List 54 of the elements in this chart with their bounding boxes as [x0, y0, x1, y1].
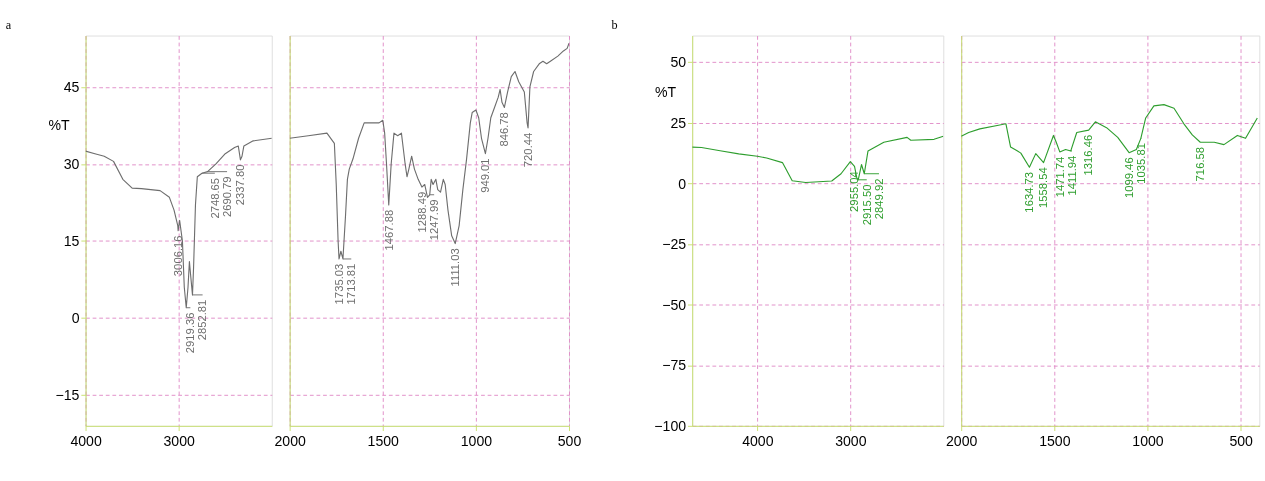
y-tick-label: −75 [662, 357, 687, 374]
annotation: 2852.81 [196, 299, 209, 341]
x-tick-label: 3000 [835, 433, 867, 450]
annotation: 1111.03 [448, 248, 461, 287]
annotation: 2915.50 [860, 184, 873, 226]
annotation: 846.78 [498, 112, 511, 147]
annotation: 2919.36 [184, 312, 197, 354]
y-tick-label: −100 [654, 418, 687, 435]
x-tick-label: 1500 [367, 433, 400, 450]
annotation: 720.44 [521, 132, 534, 168]
annotation: 2748.65 [208, 177, 221, 219]
annotation: 1099.46 [1122, 157, 1135, 199]
y-tick-label: −50 [662, 296, 687, 313]
annotation: 2337.80 [234, 164, 247, 206]
y-tick-label: 50 [670, 54, 687, 71]
y-axis-title: %T [655, 83, 677, 100]
y-axis-title: %T [48, 116, 70, 133]
y-tick-label: −25 [662, 236, 687, 253]
annotation: 2690.79 [220, 176, 233, 218]
annotation: 716.58 [1194, 146, 1207, 182]
y-tick-label: 30 [63, 156, 80, 173]
y-tick-label: 0 [71, 310, 80, 327]
chart-title: a [5, 17, 12, 32]
annotation: 2955.04 [848, 171, 861, 212]
annotation: 1634.73 [1023, 171, 1036, 213]
x-tick-label: 4000 [742, 433, 774, 450]
y-tick-label: 45 [63, 79, 80, 96]
y-tick-label: 15 [63, 233, 80, 250]
annotation: 1735.03 [332, 263, 345, 305]
x-tick-label: 1000 [460, 433, 493, 450]
annotation: 949.01 [479, 158, 492, 193]
y-tick-label: 25 [670, 115, 687, 131]
annotation: 1713.81 [345, 263, 358, 305]
x-tick-label: 1500 [1039, 433, 1071, 450]
annotation: 1558.54 [1037, 167, 1050, 209]
annotation: 1467.88 [382, 209, 395, 251]
annotation: 1411.94 [1065, 155, 1078, 196]
x-tick-label: 1000 [1132, 433, 1164, 450]
x-tick-label: 2000 [274, 433, 306, 450]
annotation: 1247.99 [427, 199, 440, 241]
annotation: 3006.16 [171, 235, 184, 277]
annotation: 1471.74 [1053, 156, 1066, 198]
x-tick-label: 4000 [70, 433, 102, 450]
x-tick-label: 500 [557, 433, 582, 450]
x-tick-label: 3000 [163, 433, 195, 450]
x-tick-label: 2000 [946, 433, 978, 450]
y-tick-label: −15 [55, 387, 80, 404]
annotation: 2849.92 [872, 178, 885, 220]
annotation: 1288.49 [415, 191, 428, 233]
annotation: 1035.81 [1135, 143, 1148, 184]
annotation: 1316.46 [1082, 134, 1095, 176]
x-tick-label: 500 [1229, 433, 1254, 450]
chart-title: b [611, 17, 618, 32]
y-tick-label: 0 [678, 175, 687, 192]
